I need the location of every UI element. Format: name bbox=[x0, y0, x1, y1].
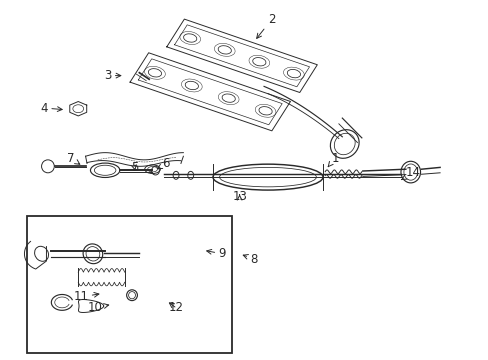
Text: 9: 9 bbox=[206, 247, 226, 260]
Text: 1: 1 bbox=[327, 152, 338, 167]
Text: 14: 14 bbox=[401, 166, 420, 180]
Text: 6: 6 bbox=[157, 157, 170, 170]
Text: 7: 7 bbox=[67, 152, 80, 165]
Text: 12: 12 bbox=[168, 301, 183, 314]
Text: 5: 5 bbox=[130, 161, 138, 174]
Text: 10: 10 bbox=[88, 301, 108, 314]
Bar bbox=[27, 216, 232, 353]
Text: 11: 11 bbox=[73, 291, 99, 303]
Text: 3: 3 bbox=[103, 69, 121, 82]
Text: 4: 4 bbox=[40, 102, 62, 114]
Text: 8: 8 bbox=[243, 253, 258, 266]
Text: 2: 2 bbox=[256, 13, 275, 39]
Text: 13: 13 bbox=[232, 190, 246, 203]
